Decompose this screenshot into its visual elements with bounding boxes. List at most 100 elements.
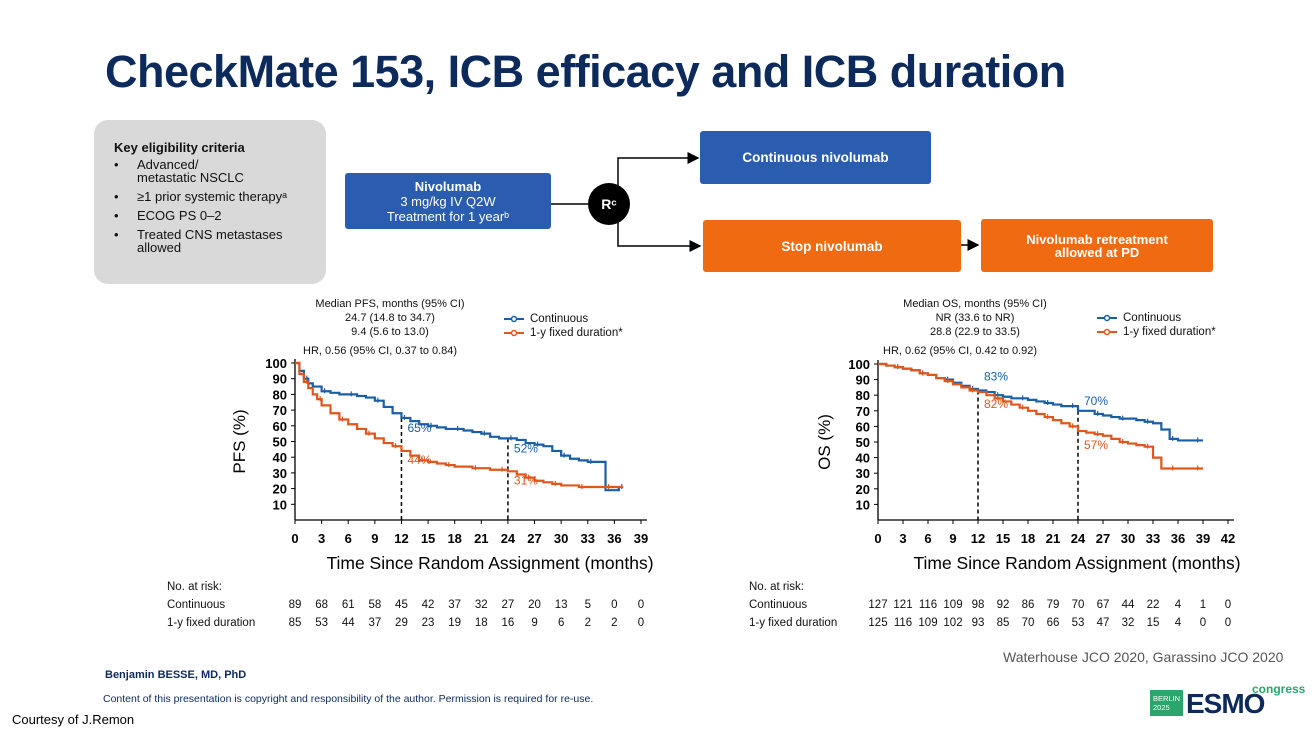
fixed-curve (295, 361, 624, 489)
risk-value: 47 (1096, 617, 1110, 629)
x-tick-label: 33 (1146, 531, 1160, 546)
eligibility-list: Advanced/ metastatic NSCLC ≥1 prior syst… (94, 158, 326, 260)
nivolumab-dose: 3 mg/kg IV Q2W (400, 193, 496, 209)
eligibility-item: ≥1 prior systemic therapyᵃ (112, 190, 287, 203)
risk-value: 125 (868, 617, 888, 629)
x-tick-label: 27 (527, 531, 541, 546)
risk-value: 0 (1199, 617, 1207, 629)
x-tick-label: 15 (421, 531, 435, 546)
risk-value: 0 (1224, 617, 1232, 629)
os-legend: Continuous 1-y fixed duration* (1097, 311, 1216, 339)
references: Waterhouse JCO 2020, Garassino JCO 2020 (1003, 649, 1284, 665)
risk-value: 37 (368, 617, 382, 629)
x-axis-title: Time Since Random Assignment (months) (326, 553, 653, 573)
y-tick-label: 100 (265, 356, 287, 371)
risk-value: 93 (971, 617, 985, 629)
risk-value: 44 (341, 617, 355, 629)
y-tick-label: 10 (856, 497, 870, 512)
legend-fixed: 1-y fixed duration* (504, 326, 623, 340)
landmark-label-continuous: 70% (1084, 394, 1108, 408)
retreatment-box: Nivolumab retreatment allowed at PD (981, 219, 1213, 272)
risk-value: 92 (996, 599, 1010, 611)
x-tick-label: 9 (949, 531, 956, 546)
risk-value: 5 (584, 599, 591, 611)
legend-continuous: Continuous (1097, 311, 1216, 325)
risk-value: 89 (288, 599, 302, 611)
risk-value: 45 (395, 599, 408, 611)
x-tick-label: 12 (394, 531, 408, 546)
risk-value: 44 (1121, 599, 1135, 611)
risk-value: 13 (554, 599, 568, 611)
y-tick-label: 80 (856, 388, 870, 403)
risk-value: 109 (943, 599, 963, 611)
randomization-node: Rᶜ (588, 183, 630, 225)
x-tick-label: 39 (1196, 531, 1210, 546)
risk-row-label: Continuous (749, 599, 808, 611)
risk-value: 0 (1224, 599, 1232, 611)
risk-value: 16 (501, 617, 515, 629)
x-tick-label: 21 (474, 531, 488, 546)
author: Benjamin BESSE, MD, PhD (105, 669, 247, 681)
risk-value: 53 (1071, 617, 1085, 629)
nivolumab-title: Nivolumab (414, 178, 482, 194)
slide-title: CheckMate 153, ICB efficacy and ICB dura… (105, 46, 1066, 97)
risk-value: 27 (501, 599, 515, 611)
retreatment-line1: Nivolumab retreatment (1026, 231, 1168, 247)
esmo-logo: BERLIN 2025 ESMO congress (1150, 682, 1305, 719)
risk-value: 116 (918, 599, 938, 611)
risk-value: 53 (315, 617, 329, 629)
x-tick-label: 42 (1221, 531, 1235, 546)
landmark-label-fixed: 82% (984, 397, 1008, 411)
risk-value: 9 (531, 617, 538, 629)
y-tick-label: 100 (848, 357, 870, 372)
y-tick-label: 70 (273, 403, 287, 418)
eligibility-item: ECOG PS 0–2 (112, 209, 326, 222)
y-tick-label: 50 (273, 435, 287, 450)
y-tick-label: 40 (856, 451, 870, 466)
risk-value: 32 (1121, 617, 1135, 629)
pfs-legend: Continuous 1-y fixed duration* (504, 312, 623, 340)
risk-value: 116 (893, 617, 913, 629)
y-tick-label: 40 (273, 450, 287, 465)
nivolumab-box: Nivolumab 3 mg/kg IV Q2W Treatment for 1… (345, 173, 551, 229)
y-tick-label: 30 (273, 466, 287, 481)
risk-value: 66 (1046, 617, 1060, 629)
risk-value: 109 (918, 617, 938, 629)
risk-value: 98 (971, 599, 985, 611)
pfs-median-header: Median PFS, months (95% CI) (315, 298, 465, 310)
risk-value: 4 (1174, 617, 1182, 629)
x-tick-label: 3 (318, 531, 325, 546)
x-tick-label: 12 (971, 531, 985, 546)
risk-value: 15 (1146, 617, 1160, 629)
os-median-fixed: 28.8 (22.9 to 33.5) (930, 326, 1020, 338)
x-tick-label: 9 (371, 531, 378, 546)
risk-value: 42 (421, 599, 435, 611)
nivolumab-duration: Treatment for 1 yearᵇ (386, 208, 510, 224)
y-tick-label: 50 (856, 435, 870, 450)
risk-value: 1 (1199, 599, 1207, 611)
y-tick-label: 10 (273, 497, 287, 512)
x-tick-label: 0 (874, 531, 881, 546)
risk-value: 18 (474, 617, 488, 629)
y-tick-label: 80 (273, 387, 287, 402)
x-tick-label: 30 (1121, 531, 1135, 546)
landmark-label-fixed: 31% (514, 473, 538, 487)
risk-value: 32 (474, 599, 488, 611)
risk-value: 4 (1174, 599, 1182, 611)
risk-value: 0 (637, 617, 645, 629)
y-tick-label: 60 (273, 419, 287, 434)
x-tick-label: 33 (581, 531, 595, 546)
eligibility-heading: Key eligibility criteria (114, 140, 245, 155)
y-tick-label: 20 (856, 482, 870, 497)
landmark-label-continuous: 52% (514, 441, 538, 455)
risk-value: 85 (288, 617, 302, 629)
eligibility-box: Key eligibility criteria Advanced/ metas… (94, 120, 326, 284)
risk-value: 23 (421, 617, 435, 629)
y-tick-label: 90 (856, 373, 870, 388)
risk-row-label: 1-y fixed duration (749, 617, 838, 629)
legend-continuous: Continuous (504, 312, 623, 326)
os-median-continuous: NR (33.6 to NR) (935, 312, 1015, 324)
pfs-median-block: Median PFS, months (95% CI) 24.7 (14.8 t… (290, 297, 490, 339)
y-axis-title: PFS (%) (230, 409, 249, 473)
